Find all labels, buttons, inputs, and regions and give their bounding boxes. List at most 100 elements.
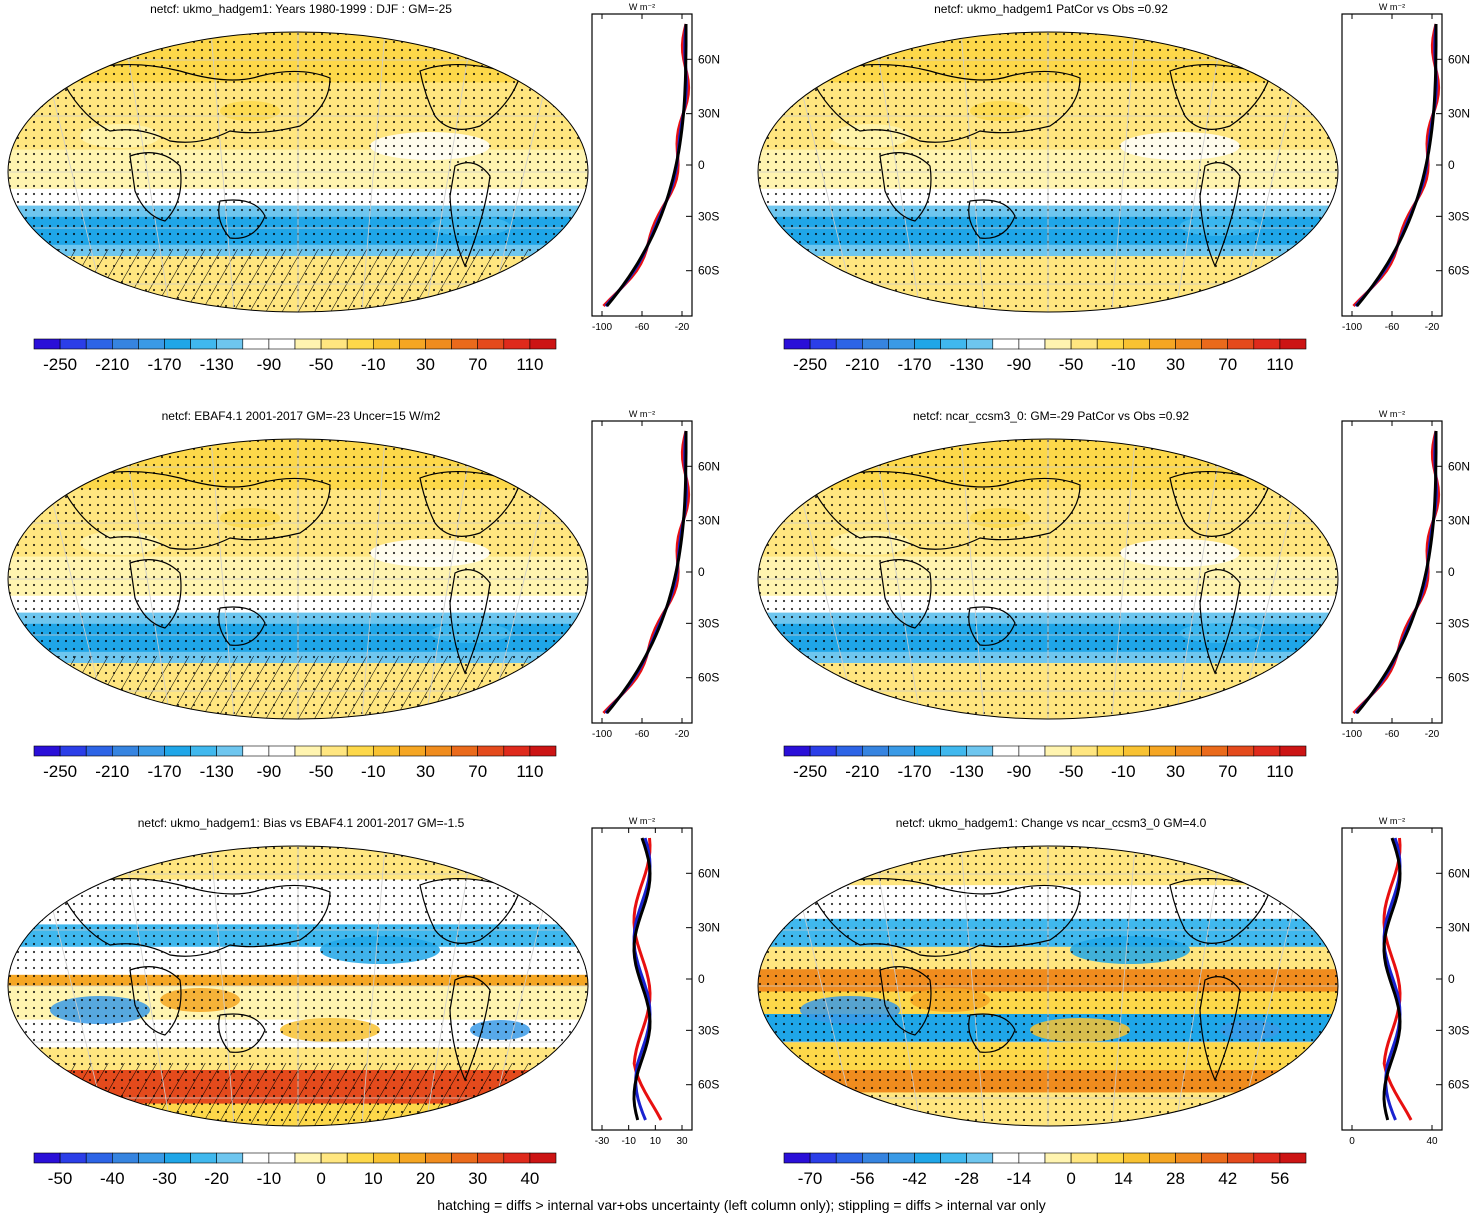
lat-tick-label: 60S (698, 671, 719, 685)
reference-curve (632, 837, 652, 1121)
map-title: netcf: ukmo_hadgem1: Bias vs EBAF4.1 200… (137, 816, 465, 830)
zonal-tick-label: -60 (635, 322, 650, 333)
colorbar-tick-label: 110 (516, 355, 543, 374)
colorbar-tick-label: -250 (793, 762, 827, 781)
zonal-tick-label: -20 (675, 729, 690, 740)
zonal-tick-label: -20 (1425, 322, 1440, 333)
colorbar-tick-label: -90 (1007, 762, 1032, 781)
map-title: netcf: ukmo_hadgem1 PatCor vs Obs =0.92 (934, 2, 1168, 16)
colorbar-tick-label: -210 (95, 355, 129, 374)
zonal-tick-label: -20 (1425, 729, 1440, 740)
colorbar-tick-label: -250 (43, 762, 77, 781)
reference-curve (1355, 24, 1438, 307)
lat-tick-label: 30S (1448, 209, 1469, 223)
lat-tick-label: 30S (1448, 1023, 1469, 1037)
colorbar: -250-210-170-130-90-50-103070110150 (33, 745, 557, 781)
colorbar-tick-label: -10 (257, 1169, 282, 1188)
colorbar-tick-label: -210 (95, 762, 129, 781)
lat-tick-label: 0 (698, 565, 705, 579)
colorbar-tick-label: -50 (1059, 762, 1084, 781)
lat-tick-label: 30S (698, 1023, 719, 1037)
colorbar-tick-label: -14 (1007, 1169, 1032, 1188)
colorbar-tick-label: 56 (1270, 1169, 1289, 1188)
zonal-tick-label: -60 (635, 729, 650, 740)
colorbar-tick-label: -56 (850, 1169, 875, 1188)
colorbar-tick-label: -170 (897, 762, 931, 781)
lat-tick-label: 30S (698, 616, 719, 630)
colorbar-tick-label: -10 (361, 355, 386, 374)
colorbar-tick-label: 10 (364, 1169, 383, 1188)
zonal-tick-label: -10 (621, 1136, 636, 1147)
colorbar-tick-label: -28 (954, 1169, 979, 1188)
colorbar-tick-label: 70 (1218, 355, 1237, 374)
colorbar-tick-label: 30 (1166, 355, 1185, 374)
colorbar-tick-label: -170 (147, 762, 181, 781)
zonal-tick-label: -100 (592, 729, 612, 740)
colorbar-tick-label: -10 (1111, 355, 1136, 374)
colorbar-tick-label: -50 (1059, 355, 1084, 374)
colorbar-tick-label: -70 (798, 1169, 823, 1188)
model-curve (1354, 23, 1438, 307)
map-panel-3: netcf: EBAF4.1 2001-2017 GM=-23 Uncer=15… (0, 407, 741, 812)
colorbar: -250-210-170-130-90-50-103070110150 (33, 338, 557, 374)
zonal-unit-label: W m⁻² (629, 816, 655, 826)
map-canvas (757, 438, 1339, 720)
colorbar-tick-label: -130 (950, 762, 984, 781)
zonal-tick-label: -60 (1385, 322, 1400, 333)
colorbar-tick-label: -10 (1111, 762, 1136, 781)
zonal-tick-label: 10 (650, 1136, 662, 1147)
colorbar-tick-label: -130 (200, 355, 234, 374)
reference-curve (1382, 837, 1402, 1121)
lat-tick-label: 0 (698, 972, 705, 986)
colorbar-tick-label: -250 (793, 355, 827, 374)
colorbar-tick-label: -210 (845, 355, 879, 374)
lat-tick-label: 60N (1448, 459, 1470, 473)
colorbar: -70-56-42-28-1401428425670 (783, 1152, 1307, 1188)
map-panel-6: netcf: ukmo_hadgem1: Change vs ncar_ccsm… (750, 814, 1483, 1219)
colorbar-tick-label: -170 (147, 355, 181, 374)
colorbar-tick-label: -210 (845, 762, 879, 781)
colorbar-tick-label: 0 (1066, 1169, 1075, 1188)
zonal-mean-plot: W m⁻² 60N 30N 0 30S 60S -100 -60 -20 (1341, 409, 1470, 740)
zonal-unit-label: W m⁻² (629, 409, 655, 419)
colorbar-tick-label: 14 (1114, 1169, 1133, 1188)
lat-tick-label: 60S (1448, 671, 1469, 685)
colorbar-tick-label: 30 (416, 762, 435, 781)
zonal-unit-label: W m⁻² (1379, 816, 1405, 826)
map-panel-5: netcf: ukmo_hadgem1: Bias vs EBAF4.1 200… (0, 814, 741, 1219)
lat-tick-label: 60N (1448, 52, 1470, 66)
zonal-mean-plot: W m⁻² 60N 30N 0 30S 60S -100 -60 -20 (1341, 2, 1470, 333)
lat-tick-label: 30S (1448, 616, 1469, 630)
lat-tick-label: 30N (1448, 514, 1470, 528)
zonal-mean-plot: W m⁻² 60N 30N 0 30S 60S -30 -10 10 30 (591, 816, 720, 1147)
colorbar-tick-label: -50 (309, 762, 334, 781)
lat-tick-label: 60N (1448, 866, 1470, 880)
lat-tick-label: 30N (698, 921, 720, 935)
reference-curve (1355, 431, 1438, 714)
colorbar-tick-label: 0 (316, 1169, 325, 1188)
colorbar-tick-label: -90 (1007, 355, 1032, 374)
map-canvas (7, 438, 589, 720)
zonal-tick-label: -100 (1342, 729, 1362, 740)
lat-tick-label: 60S (1448, 264, 1469, 278)
colorbar-tick-label: -90 (257, 762, 282, 781)
colorbar-tick-label: -130 (200, 762, 234, 781)
zonal-tick-label: -100 (592, 322, 612, 333)
colorbar-tick-label: 110 (1266, 355, 1293, 374)
zonal-tick-label: 30 (676, 1136, 688, 1147)
colorbar-tick-label: 30 (468, 1169, 487, 1188)
zonal-unit-label: W m⁻² (1379, 409, 1405, 419)
colorbar-tick-label: 70 (1218, 762, 1237, 781)
colorbar: -250-210-170-130-90-50-103070110150 (783, 338, 1307, 374)
zonal-unit-label: W m⁻² (1379, 2, 1405, 12)
colorbar-tick-label: -42 (902, 1169, 927, 1188)
colorbar-tick-label: -90 (257, 355, 282, 374)
lat-tick-label: 30N (698, 514, 720, 528)
map-title: netcf: ukmo_hadgem1: Years 1980-1999 : D… (150, 2, 452, 16)
colorbar-tick-label: 28 (1166, 1169, 1185, 1188)
colorbar-tick-label: -20 (204, 1169, 229, 1188)
map-canvas (7, 845, 589, 1127)
map-title: netcf: ncar_ccsm3_0: GM=-29 PatCor vs Ob… (912, 409, 1190, 423)
zonal-tick-label: -100 (1342, 322, 1362, 333)
colorbar-tick-label: -50 (309, 355, 334, 374)
